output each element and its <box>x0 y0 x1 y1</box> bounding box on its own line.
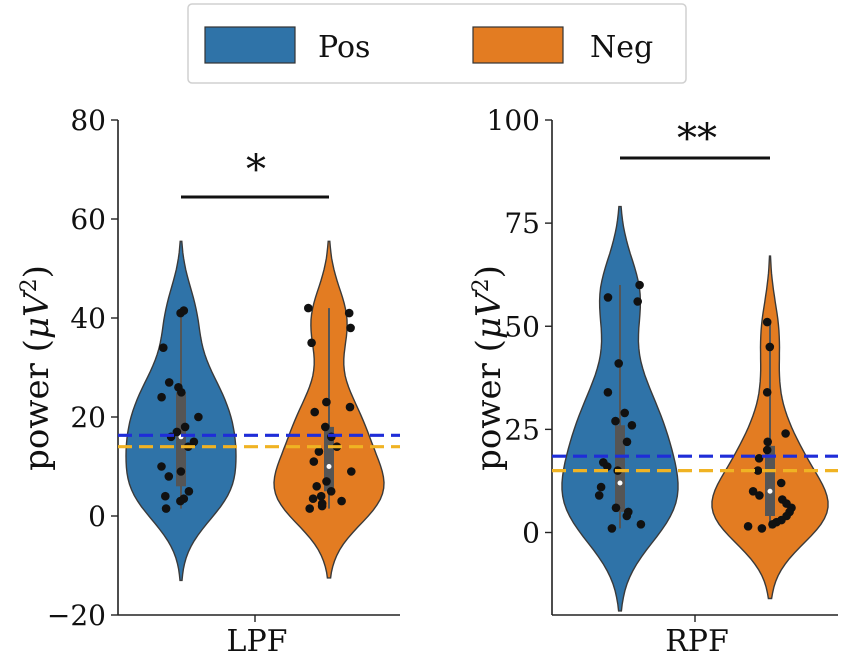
rpf-pos-data-point <box>614 359 623 368</box>
lpf-pos-data-point <box>189 437 199 447</box>
rpf-y-tick-label: 25 <box>504 413 540 446</box>
lpf-y-tick-label: −20 <box>47 599 106 632</box>
lpf-neg-data-point <box>346 323 355 333</box>
rpf-neg-data-point <box>781 429 790 438</box>
rpf-y-tick-label: 50 <box>504 310 540 343</box>
lpf-neg-data-point <box>304 303 313 313</box>
lpf-pos-data-point <box>184 487 194 496</box>
lpf-neg-data-point <box>347 467 356 476</box>
lpf-pos-data-point <box>176 496 185 506</box>
rpf-pos-data-point <box>627 421 637 430</box>
rpf-pos-data-point <box>635 280 644 290</box>
rpf-neg-data-point <box>762 317 772 327</box>
lpf-neg-data-point <box>317 501 327 511</box>
lpf-pos-data-point <box>159 343 168 353</box>
rpf-y-tick-label: 0 <box>522 517 540 550</box>
lpf-neg-data-point <box>345 402 355 412</box>
lpf-y-tick-label: 80 <box>70 104 106 137</box>
rpf-neg-data-point <box>754 454 764 463</box>
rpf-neg-data-point <box>762 445 772 455</box>
lpf-pos-data-point <box>164 472 174 481</box>
lpf-neg-data-point <box>344 308 354 318</box>
lpf-neg-data-point <box>308 494 318 504</box>
rpf-pos-data-point <box>596 482 606 492</box>
lpf-pos-data-point <box>179 306 189 315</box>
rpf-neg-data-point <box>765 342 775 352</box>
lpf-neg-data-point <box>310 407 320 417</box>
lpf-significance-marker: * <box>246 147 266 193</box>
lpf-neg-data-point <box>312 482 322 491</box>
lpf-y-tick-label: 20 <box>70 401 106 434</box>
legend-neg-swatch <box>472 26 564 64</box>
rpf-pos-median <box>617 480 623 486</box>
lpf-pos-data-point <box>161 491 170 501</box>
rpf-y-tick-label: 100 <box>487 104 540 137</box>
rpf-neg-data-point <box>768 520 777 529</box>
rpf-neg-data-point <box>748 487 758 496</box>
lpf-neg-data-point <box>316 491 326 501</box>
rpf-neg-data-point <box>776 478 786 488</box>
lpf-neg-iqr-box <box>324 426 334 492</box>
rpf-neg-data-point <box>757 524 767 533</box>
panel-lpf: power (μV2) LPF * −20 0 20 40 60 80 <box>17 104 400 659</box>
rpf-pos-data-point <box>620 408 629 418</box>
lpf-neg-data-point <box>322 477 331 486</box>
rpf-neg-data-point <box>753 466 763 475</box>
lpf-y-tick-label: 0 <box>88 500 106 533</box>
lpf-neg-data-point <box>322 397 331 407</box>
rpf-pos-data-point <box>636 520 646 529</box>
lpf-pos-data-point <box>194 412 203 422</box>
lpf-neg-data-point <box>337 496 346 506</box>
rpf-neg-data-point <box>762 388 772 397</box>
panel-rpf: power (μV2) RPF ** 0 25 50 75 100 <box>469 104 838 659</box>
lpf-neg-data-point <box>314 447 324 456</box>
lpf-neg-median <box>326 464 332 469</box>
lpf-pos-data-point <box>177 388 186 397</box>
rpf-pos-data-point <box>611 416 620 426</box>
lpf-pos-data-point <box>176 467 186 476</box>
lpf-y-tick-label: 40 <box>70 302 106 335</box>
rpf-y-tick-label: 75 <box>504 207 540 240</box>
rpf-pos-data-point <box>611 503 621 513</box>
lpf-y-axis-label: power (μV2) <box>17 265 57 471</box>
lpf-x-axis-label: LPF <box>227 624 288 659</box>
lpf-pos-data-point <box>161 504 171 513</box>
rpf-pos-data-point <box>622 511 632 521</box>
rpf-pos-data-point <box>603 388 613 397</box>
lpf-neg-data-point <box>305 504 315 513</box>
lpf-neg-data-point <box>309 457 319 466</box>
lpf-pos-data-point <box>157 462 166 471</box>
lpf-pos-data-point <box>164 378 174 387</box>
rpf-neg-data-point <box>755 491 764 500</box>
rpf-x-axis-label: RPF <box>665 624 729 659</box>
rpf-neg-data-point <box>743 522 753 531</box>
rpf-significance-marker: ** <box>677 116 717 162</box>
legend-pos-label: Pos <box>318 30 370 65</box>
rpf-pos-data-point <box>607 524 617 533</box>
rpf-pos-data-point <box>594 491 604 500</box>
rpf-neg-median <box>767 488 773 494</box>
lpf-y-tick-label: 60 <box>70 203 106 236</box>
legend: Pos Neg <box>187 3 687 84</box>
rpf-neg-data-point <box>763 437 772 447</box>
rpf-pos-data-point <box>603 462 612 471</box>
lpf-neg-data-point <box>321 422 330 432</box>
legend-neg-label: Neg <box>590 30 653 65</box>
lpf-neg-data-point <box>307 338 316 348</box>
rpf-neg-iqr-box <box>765 445 775 516</box>
rpf-pos-data-point <box>622 437 632 447</box>
lpf-neg-data-point <box>326 487 336 496</box>
lpf-pos-data-point <box>180 422 190 432</box>
rpf-y-axis-label: power (μV2) <box>469 265 509 471</box>
rpf-pos-data-point <box>603 293 613 302</box>
lpf-pos-data-point <box>157 392 166 402</box>
legend-pos-swatch <box>204 26 296 64</box>
rpf-pos-data-point <box>633 297 642 306</box>
lpf-pos-data-point <box>172 427 182 437</box>
